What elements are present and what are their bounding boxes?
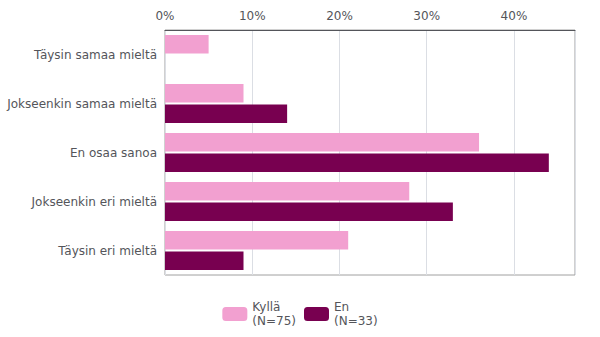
svg-text:10%: 10% [239, 9, 266, 23]
svg-text:Täysin samaa mieltä: Täysin samaa mieltä [33, 48, 157, 62]
svg-text:Täysin eri mieltä: Täysin eri mieltä [57, 244, 157, 258]
svg-text:En: En [334, 300, 349, 314]
svg-text:(N=33): (N=33) [334, 314, 378, 328]
svg-text:Jokseenkin eri mieltä: Jokseenkin eri mieltä [31, 195, 157, 209]
svg-text:20%: 20% [326, 9, 353, 23]
svg-text:Kyllä: Kyllä [252, 300, 280, 314]
svg-text:En osaa sanoa: En osaa sanoa [70, 146, 157, 160]
svg-text:(N=75): (N=75) [252, 314, 296, 328]
svg-text:0%: 0% [155, 9, 174, 23]
svg-text:Jokseenkin samaa mieltä: Jokseenkin samaa mieltä [6, 97, 157, 111]
svg-text:40%: 40% [501, 9, 528, 23]
svg-text:30%: 30% [413, 9, 440, 23]
